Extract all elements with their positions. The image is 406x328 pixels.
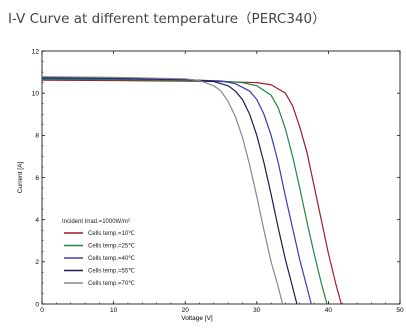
legend-label-1: Cells temp.=10℃ [88, 231, 135, 237]
legend-label-3: Cells temp.=40℃ [88, 256, 135, 262]
legend-label-4: Cells temp.=55℃ [88, 269, 135, 275]
y-axis-label: Current [A] [17, 162, 24, 194]
x-tick-label: 20 [182, 307, 190, 314]
y-tick-label: 6 [35, 175, 39, 182]
y-tick-label: 2 [35, 259, 39, 266]
y-tick-label: 10 [32, 90, 40, 97]
legend-label-2: Cells temp.=25℃ [88, 244, 135, 250]
x-tick-label: 50 [396, 307, 404, 314]
y-tick-label: 4 [35, 217, 39, 224]
y-tick-label: 0 [35, 301, 39, 308]
x-tick-label: 0 [40, 307, 44, 314]
plot-frame [41, 50, 401, 305]
x-tick-label: 10 [110, 307, 118, 314]
x-axis-label: Voltage [V] [181, 315, 213, 322]
legend-label-5: Cells temp.=70℃ [88, 281, 135, 287]
series-line-1 [41, 79, 342, 305]
x-tick-label: 30 [253, 307, 261, 314]
page-title: I-V Curve at different temperature（PERC3… [8, 11, 326, 27]
x-tick-label: 40 [325, 307, 333, 314]
legend-title: Incident Irrad.=1000W/m² [62, 219, 130, 225]
y-tick-label: 8 [35, 133, 39, 140]
series-line-5 [41, 76, 284, 305]
y-tick-label: 12 [32, 48, 40, 55]
